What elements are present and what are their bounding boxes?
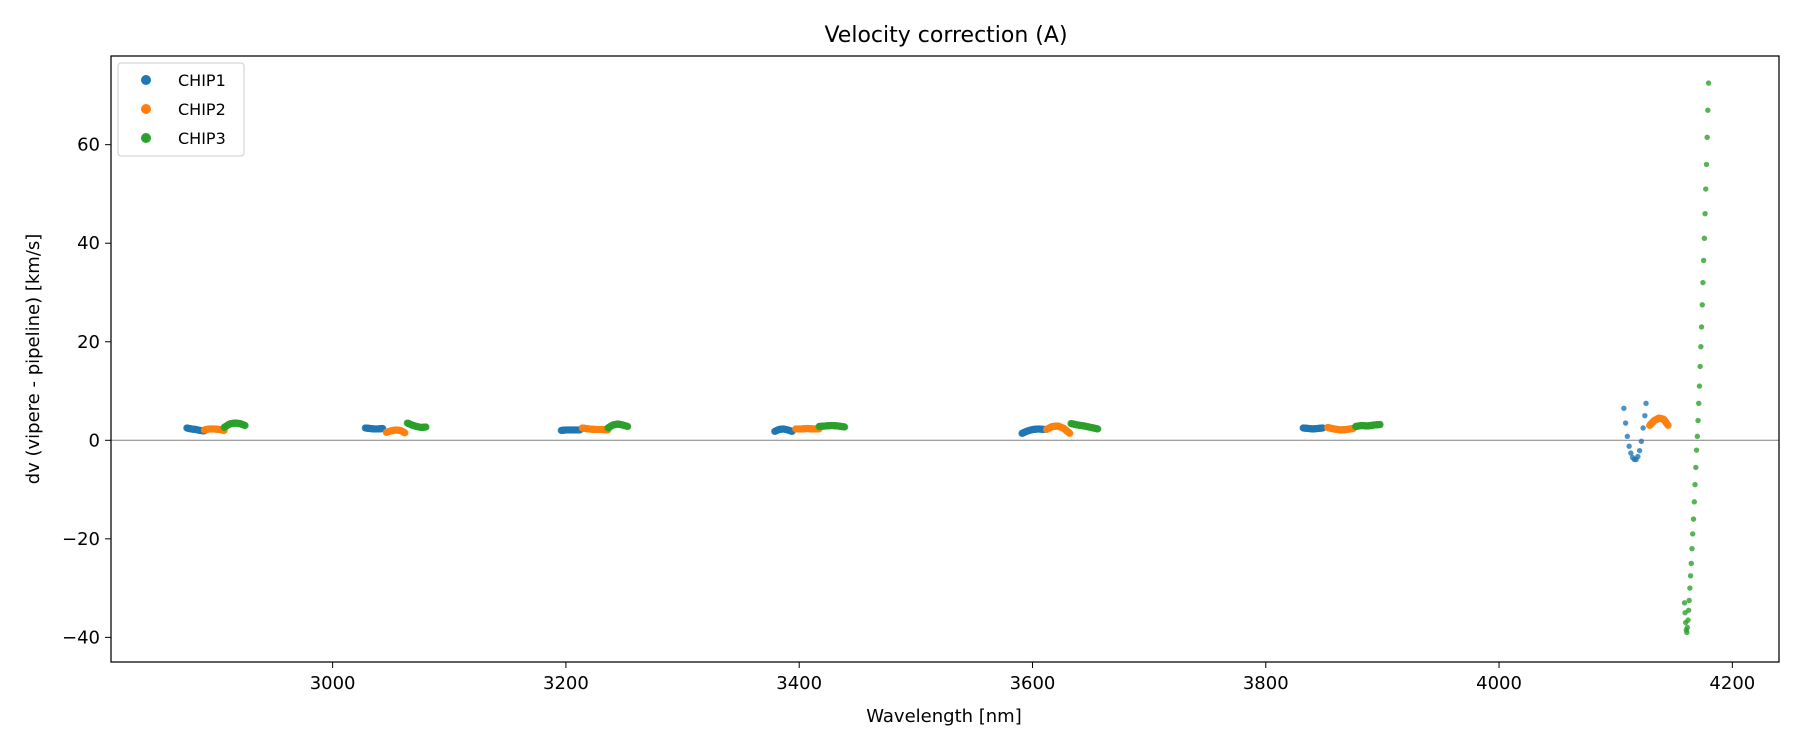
data-point <box>422 423 430 431</box>
data-point <box>1685 617 1691 623</box>
data-point <box>1664 421 1672 430</box>
data-point <box>1697 363 1703 370</box>
legend-label-chip1: CHIP1 <box>178 71 226 90</box>
data-point <box>1684 624 1691 631</box>
data-point <box>1704 134 1710 140</box>
data-point <box>1686 597 1692 604</box>
legend: CHIP1 CHIP2 CHIP3 <box>117 62 245 157</box>
plot-area <box>110 55 1780 663</box>
series-layer <box>183 80 1712 636</box>
data-point <box>1628 450 1634 456</box>
data-point <box>1703 186 1709 192</box>
y-tick-label: 40 <box>77 233 100 254</box>
series-chip3 <box>220 80 1712 636</box>
y-tick-label: −20 <box>62 529 100 550</box>
x-tick-label: 3800 <box>1243 673 1289 694</box>
data-point <box>1699 302 1705 308</box>
data-point <box>1640 425 1646 431</box>
plot-background <box>111 56 1779 662</box>
series-chip2 <box>200 414 1672 437</box>
data-point <box>1702 210 1708 217</box>
x-tick-label: 4000 <box>1476 673 1522 694</box>
data-point <box>1635 453 1641 460</box>
legend-label-chip3: CHIP3 <box>178 129 226 148</box>
data-point <box>1621 405 1627 411</box>
data-point <box>1696 400 1702 407</box>
data-point <box>401 429 409 437</box>
x-tick-label: 3200 <box>543 673 589 694</box>
data-point <box>1690 516 1697 522</box>
y-tick-label: 0 <box>89 430 100 451</box>
data-point <box>1693 464 1699 471</box>
data-point <box>1692 481 1698 488</box>
x-tick-label: 4200 <box>1709 673 1755 694</box>
legend-frame <box>117 62 245 157</box>
data-point <box>1705 80 1712 86</box>
data-point <box>1700 257 1707 264</box>
x-tick-label: 3400 <box>776 673 822 694</box>
series-chip1 <box>183 400 1649 463</box>
data-point <box>1376 420 1384 429</box>
data-point <box>1643 400 1649 407</box>
data-point <box>1703 161 1710 168</box>
y-tick-label: 60 <box>77 135 100 156</box>
y-tick-label: 20 <box>77 332 100 353</box>
data-point <box>241 421 249 430</box>
data-point <box>1688 560 1694 567</box>
data-point <box>1622 420 1629 426</box>
data-point <box>1684 629 1690 636</box>
y-axis-label: dv (vipere - pipeline) [km/s] <box>23 234 44 485</box>
data-point <box>1689 545 1695 552</box>
data-point <box>1681 600 1688 606</box>
data-point <box>1698 324 1705 330</box>
legend-marker-chip2 <box>141 104 151 114</box>
data-point <box>1689 531 1696 537</box>
data-point <box>1636 447 1643 454</box>
legend-marker-chip1 <box>141 75 151 85</box>
data-point <box>1705 107 1711 113</box>
legend-marker-chip3 <box>141 133 151 143</box>
data-point <box>1685 607 1692 613</box>
data-point <box>841 423 849 431</box>
data-point <box>1638 438 1645 444</box>
data-point <box>1700 279 1706 286</box>
x-axis-label: Wavelength [nm] <box>866 706 1022 727</box>
data-point <box>1696 383 1703 389</box>
chart-title: Velocity correction (A) <box>824 23 1067 48</box>
data-point <box>1695 417 1701 424</box>
plot-frame <box>110 55 1780 663</box>
x-tick-label: 3000 <box>310 673 356 694</box>
x-tick-label: 3600 <box>1010 673 1056 694</box>
data-point <box>1691 499 1698 505</box>
data-point <box>1687 585 1693 591</box>
data-point <box>1694 433 1701 440</box>
y-axis: −40 −20 0 20 40 60 <box>62 135 111 648</box>
legend-label-chip2: CHIP2 <box>178 100 226 119</box>
data-point <box>624 422 632 431</box>
data-point <box>1066 429 1074 437</box>
y-tick-label: −40 <box>62 627 100 648</box>
data-point <box>1094 425 1102 433</box>
data-point <box>1698 343 1704 350</box>
x-axis: 3000 3200 3400 3600 3800 4000 4200 <box>310 662 1755 694</box>
data-point <box>1701 235 1708 241</box>
data-point <box>1642 412 1648 419</box>
data-point <box>1687 573 1694 579</box>
data-point <box>1626 443 1632 449</box>
data-point <box>1624 433 1631 440</box>
data-point <box>1693 447 1700 453</box>
